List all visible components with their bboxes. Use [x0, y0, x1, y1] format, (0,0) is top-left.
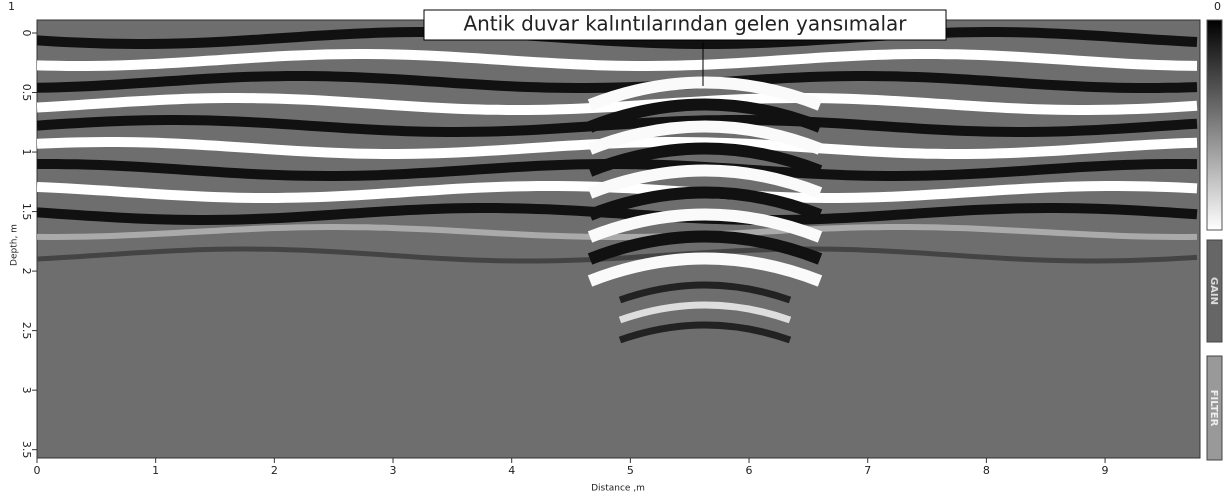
y-tick-label: 1: [20, 149, 33, 156]
scale-top-label: 1: [8, 0, 15, 13]
x-tick-label: 8: [983, 464, 990, 477]
x-tick-label: 7: [864, 464, 871, 477]
y-tick-label: 3: [20, 387, 33, 394]
x-axis-label: Distance ,m: [591, 484, 645, 494]
filter-label: FILTER: [1208, 390, 1219, 427]
gain-label: GAIN: [1208, 277, 1219, 305]
x-tick-label: 9: [1102, 464, 1109, 477]
x-tick-label: 3: [390, 464, 397, 477]
y-tick-label: 3.5: [20, 441, 33, 459]
scale-right-label: 0: [1214, 0, 1221, 13]
y-tick-label: 2.5: [20, 322, 33, 340]
y-tick-label: 2: [20, 268, 33, 275]
x-tick-label: 5: [627, 464, 634, 477]
color-scale: [1207, 20, 1222, 230]
y-axis-label: Depth, m: [10, 224, 20, 266]
x-tick-label: 4: [508, 464, 515, 477]
annotation: Antik duvar kalıntılarından gelen yansım…: [463, 12, 907, 36]
y-tick-label: 0.5: [20, 84, 33, 102]
y-tick-label: 0: [20, 30, 33, 37]
radargram-window: Antik duvar kalıntılarından gelen yansım…: [0, 0, 1225, 494]
x-tick-label: 0: [34, 464, 41, 477]
y-tick-label: 1.5: [20, 203, 33, 221]
x-tick-label: 2: [271, 464, 278, 477]
x-tick-label: 6: [746, 464, 753, 477]
x-tick-label: 1: [152, 464, 159, 477]
